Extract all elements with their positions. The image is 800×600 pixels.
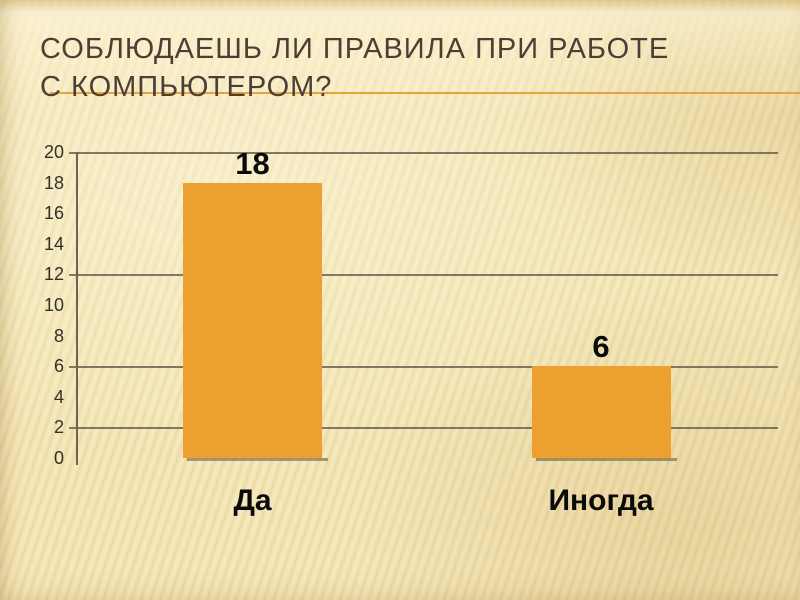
y-axis-label: 2	[53, 417, 64, 438]
y-axis-label: 16	[43, 203, 64, 224]
y-axis-label: 6	[53, 356, 64, 377]
bar	[531, 366, 671, 458]
category-label: Да	[233, 484, 272, 517]
bar-value-label: 6	[592, 329, 610, 365]
y-axis-label: 12	[43, 264, 64, 285]
y-axis-label: 4	[53, 386, 64, 407]
bar-value-label: 18	[235, 145, 270, 181]
slide-title: СОБЛЮДАЕШЬ ЛИ ПРАВИЛА ПРИ РАБОТЕ С КОМПЬ…	[40, 30, 790, 106]
slide-title-line1: СОБЛЮДАЕШЬ ЛИ ПРАВИЛА ПРИ РАБОТЕ	[40, 33, 670, 65]
category-label: Иногда	[548, 484, 654, 517]
y-axis-label: 10	[43, 295, 64, 315]
y-axis-label: 0	[53, 448, 64, 468]
gridline	[69, 366, 778, 368]
y-axis-line	[76, 152, 78, 465]
bar	[183, 182, 322, 458]
bar-shadow	[187, 458, 328, 461]
slide-title-line2: С КОМПЬЮТЕРОМ?	[40, 71, 333, 103]
gridline	[69, 152, 778, 154]
y-axis-label: 20	[43, 142, 64, 162]
y-axis-label: 14	[43, 233, 64, 254]
y-axis-label: 8	[53, 325, 64, 346]
bar-shadow	[535, 458, 677, 461]
gridline	[69, 274, 778, 276]
title-accent-line	[50, 92, 800, 94]
y-axis-label: 18	[43, 172, 64, 193]
gridline	[69, 427, 778, 429]
